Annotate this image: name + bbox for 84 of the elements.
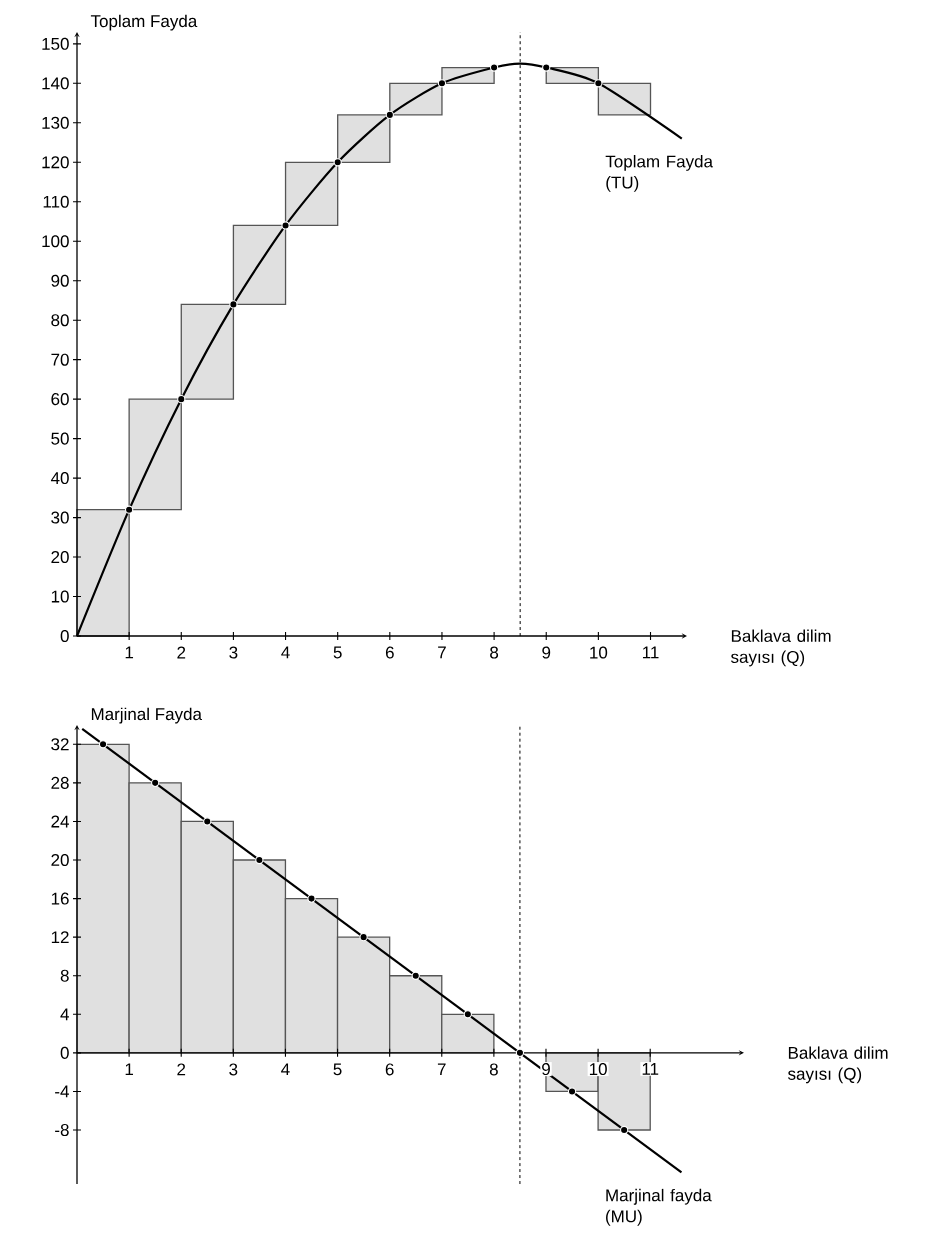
y-tick-label: 20 xyxy=(51,551,69,564)
y-tick-label: 80 xyxy=(51,314,69,327)
point xyxy=(333,158,342,167)
bar xyxy=(128,398,182,511)
x-axis-title: Baklava dilim sayısı (Q) xyxy=(788,1046,888,1084)
x-tick-label: 10 xyxy=(589,1063,607,1076)
y-tick-label: -4 xyxy=(55,1085,69,1098)
bar xyxy=(284,161,339,227)
point xyxy=(411,971,420,980)
x-axis-title: Baklava dilim sayısı (Q) xyxy=(731,629,831,667)
x-tick-label: 3 xyxy=(229,1063,238,1076)
x-tick-label: 5 xyxy=(333,1063,342,1076)
x-tick-label: 1 xyxy=(125,1063,134,1076)
point xyxy=(567,1087,577,1096)
y-tick-label: 8 xyxy=(60,969,69,982)
point xyxy=(385,110,394,120)
x-tick-label: 6 xyxy=(385,1063,394,1076)
y-tick-label: -8 xyxy=(55,1123,69,1137)
y-tick-label: 50 xyxy=(51,432,69,445)
y-tick-label: 90 xyxy=(51,274,69,287)
y-tick-label: 28 xyxy=(51,776,69,789)
point xyxy=(229,300,238,309)
point xyxy=(489,63,499,72)
y-tick-label: 120 xyxy=(42,156,69,169)
x-tick-label: 11 xyxy=(642,646,659,659)
y-tick-label: 130 xyxy=(42,116,69,129)
x-tick-label: 4 xyxy=(281,1063,290,1076)
y-tick-label: 0 xyxy=(60,629,69,643)
bar xyxy=(76,509,130,637)
y-tick-label: 16 xyxy=(51,892,69,905)
x-tick-label: 7 xyxy=(438,646,446,659)
y-tick-label: 30 xyxy=(51,511,69,524)
point xyxy=(594,79,603,88)
y-axis-title: Toplam Fayda xyxy=(90,14,198,31)
point xyxy=(620,1125,629,1135)
text: Marjinal fayda (MU) xyxy=(606,1188,712,1226)
y-tick-label: 32 xyxy=(51,738,69,751)
point xyxy=(203,817,212,826)
y-tick-label: 0 xyxy=(60,1046,69,1059)
point xyxy=(124,505,134,514)
x-tick-label: 9 xyxy=(542,646,551,659)
x-tick-label: 4 xyxy=(281,646,290,659)
bar xyxy=(389,82,443,116)
x-tick-label: 2 xyxy=(177,646,186,659)
y-tick-label: 24 xyxy=(51,815,69,828)
bar xyxy=(180,303,235,400)
y-tick-label: 60 xyxy=(51,393,69,406)
text: Toplam Fayda (TU) xyxy=(605,155,713,192)
x-tick-label: 2 xyxy=(177,1063,186,1076)
x-tick-label: 3 xyxy=(229,646,238,659)
y-axis-title: Marjinal Fayda xyxy=(91,707,202,724)
y-tick-label: 10 xyxy=(51,590,69,603)
point xyxy=(98,740,108,749)
y-tick-label: 4 xyxy=(60,1008,69,1021)
x-tick-label: 1 xyxy=(125,646,134,659)
point xyxy=(542,63,551,72)
bar xyxy=(232,224,287,306)
bar xyxy=(597,82,652,116)
point xyxy=(281,221,290,230)
point xyxy=(463,1010,472,1019)
y-tick-label: 140 xyxy=(42,77,69,90)
x-tick-label: 10 xyxy=(590,646,608,659)
point xyxy=(359,933,368,942)
x-tick-label: 5 xyxy=(333,646,342,659)
x-tick-label: 6 xyxy=(385,646,394,659)
bar xyxy=(337,114,391,163)
y-tick-label: 150 xyxy=(42,37,69,50)
point xyxy=(255,855,264,865)
x-tick-label: 7 xyxy=(437,1063,446,1076)
x-tick-label: 8 xyxy=(490,646,499,659)
point xyxy=(307,894,316,903)
point xyxy=(515,1048,525,1058)
y-tick-label: 12 xyxy=(51,931,69,944)
y-tick-label: 110 xyxy=(43,195,69,208)
x-tick-label: 8 xyxy=(489,1063,498,1076)
x-tick-label: 9 xyxy=(542,1063,550,1076)
y-tick-label: 40 xyxy=(50,472,69,485)
y-tick-label: 20 xyxy=(51,853,69,867)
y-tick-label: 100 xyxy=(42,235,69,248)
point xyxy=(151,778,160,788)
x-tick-label: 11 xyxy=(642,1063,659,1075)
y-tick-label: 70 xyxy=(51,353,69,366)
point xyxy=(437,79,447,88)
point xyxy=(177,394,186,404)
